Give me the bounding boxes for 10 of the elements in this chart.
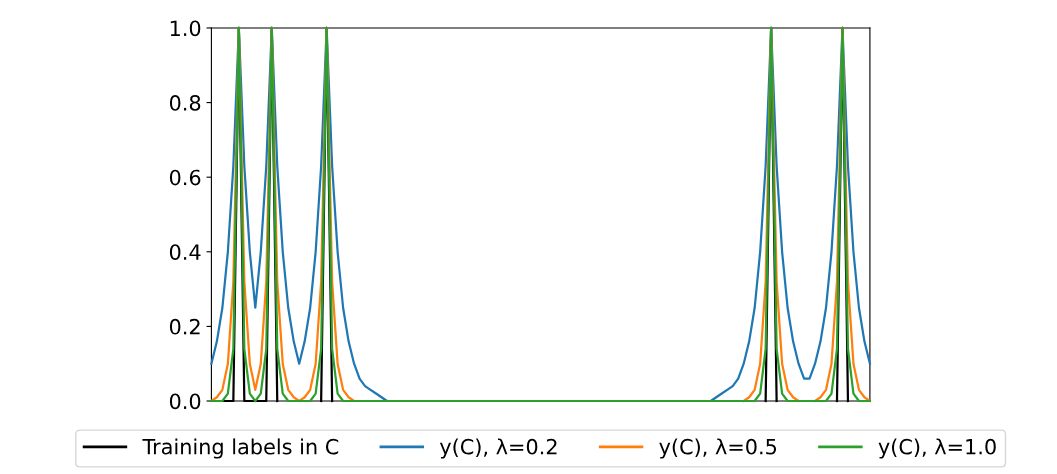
legend-label: y(C), λ=0.5 xyxy=(659,438,777,459)
y-tick-label: 0.8 xyxy=(169,95,201,111)
y-tick-label: 0.6 xyxy=(169,169,201,186)
legend-label: y(C), λ=0.2 xyxy=(439,438,557,459)
y-tick-label: 0.4 xyxy=(169,244,201,260)
legend-label: y(C), λ=1.0 xyxy=(878,438,996,459)
legend-label: Training labels in C xyxy=(142,438,339,459)
y-tick-label: 0.2 xyxy=(169,318,200,335)
y-tick-label: 0.0 xyxy=(169,393,201,410)
y-tick-label: 1.0 xyxy=(170,20,201,37)
